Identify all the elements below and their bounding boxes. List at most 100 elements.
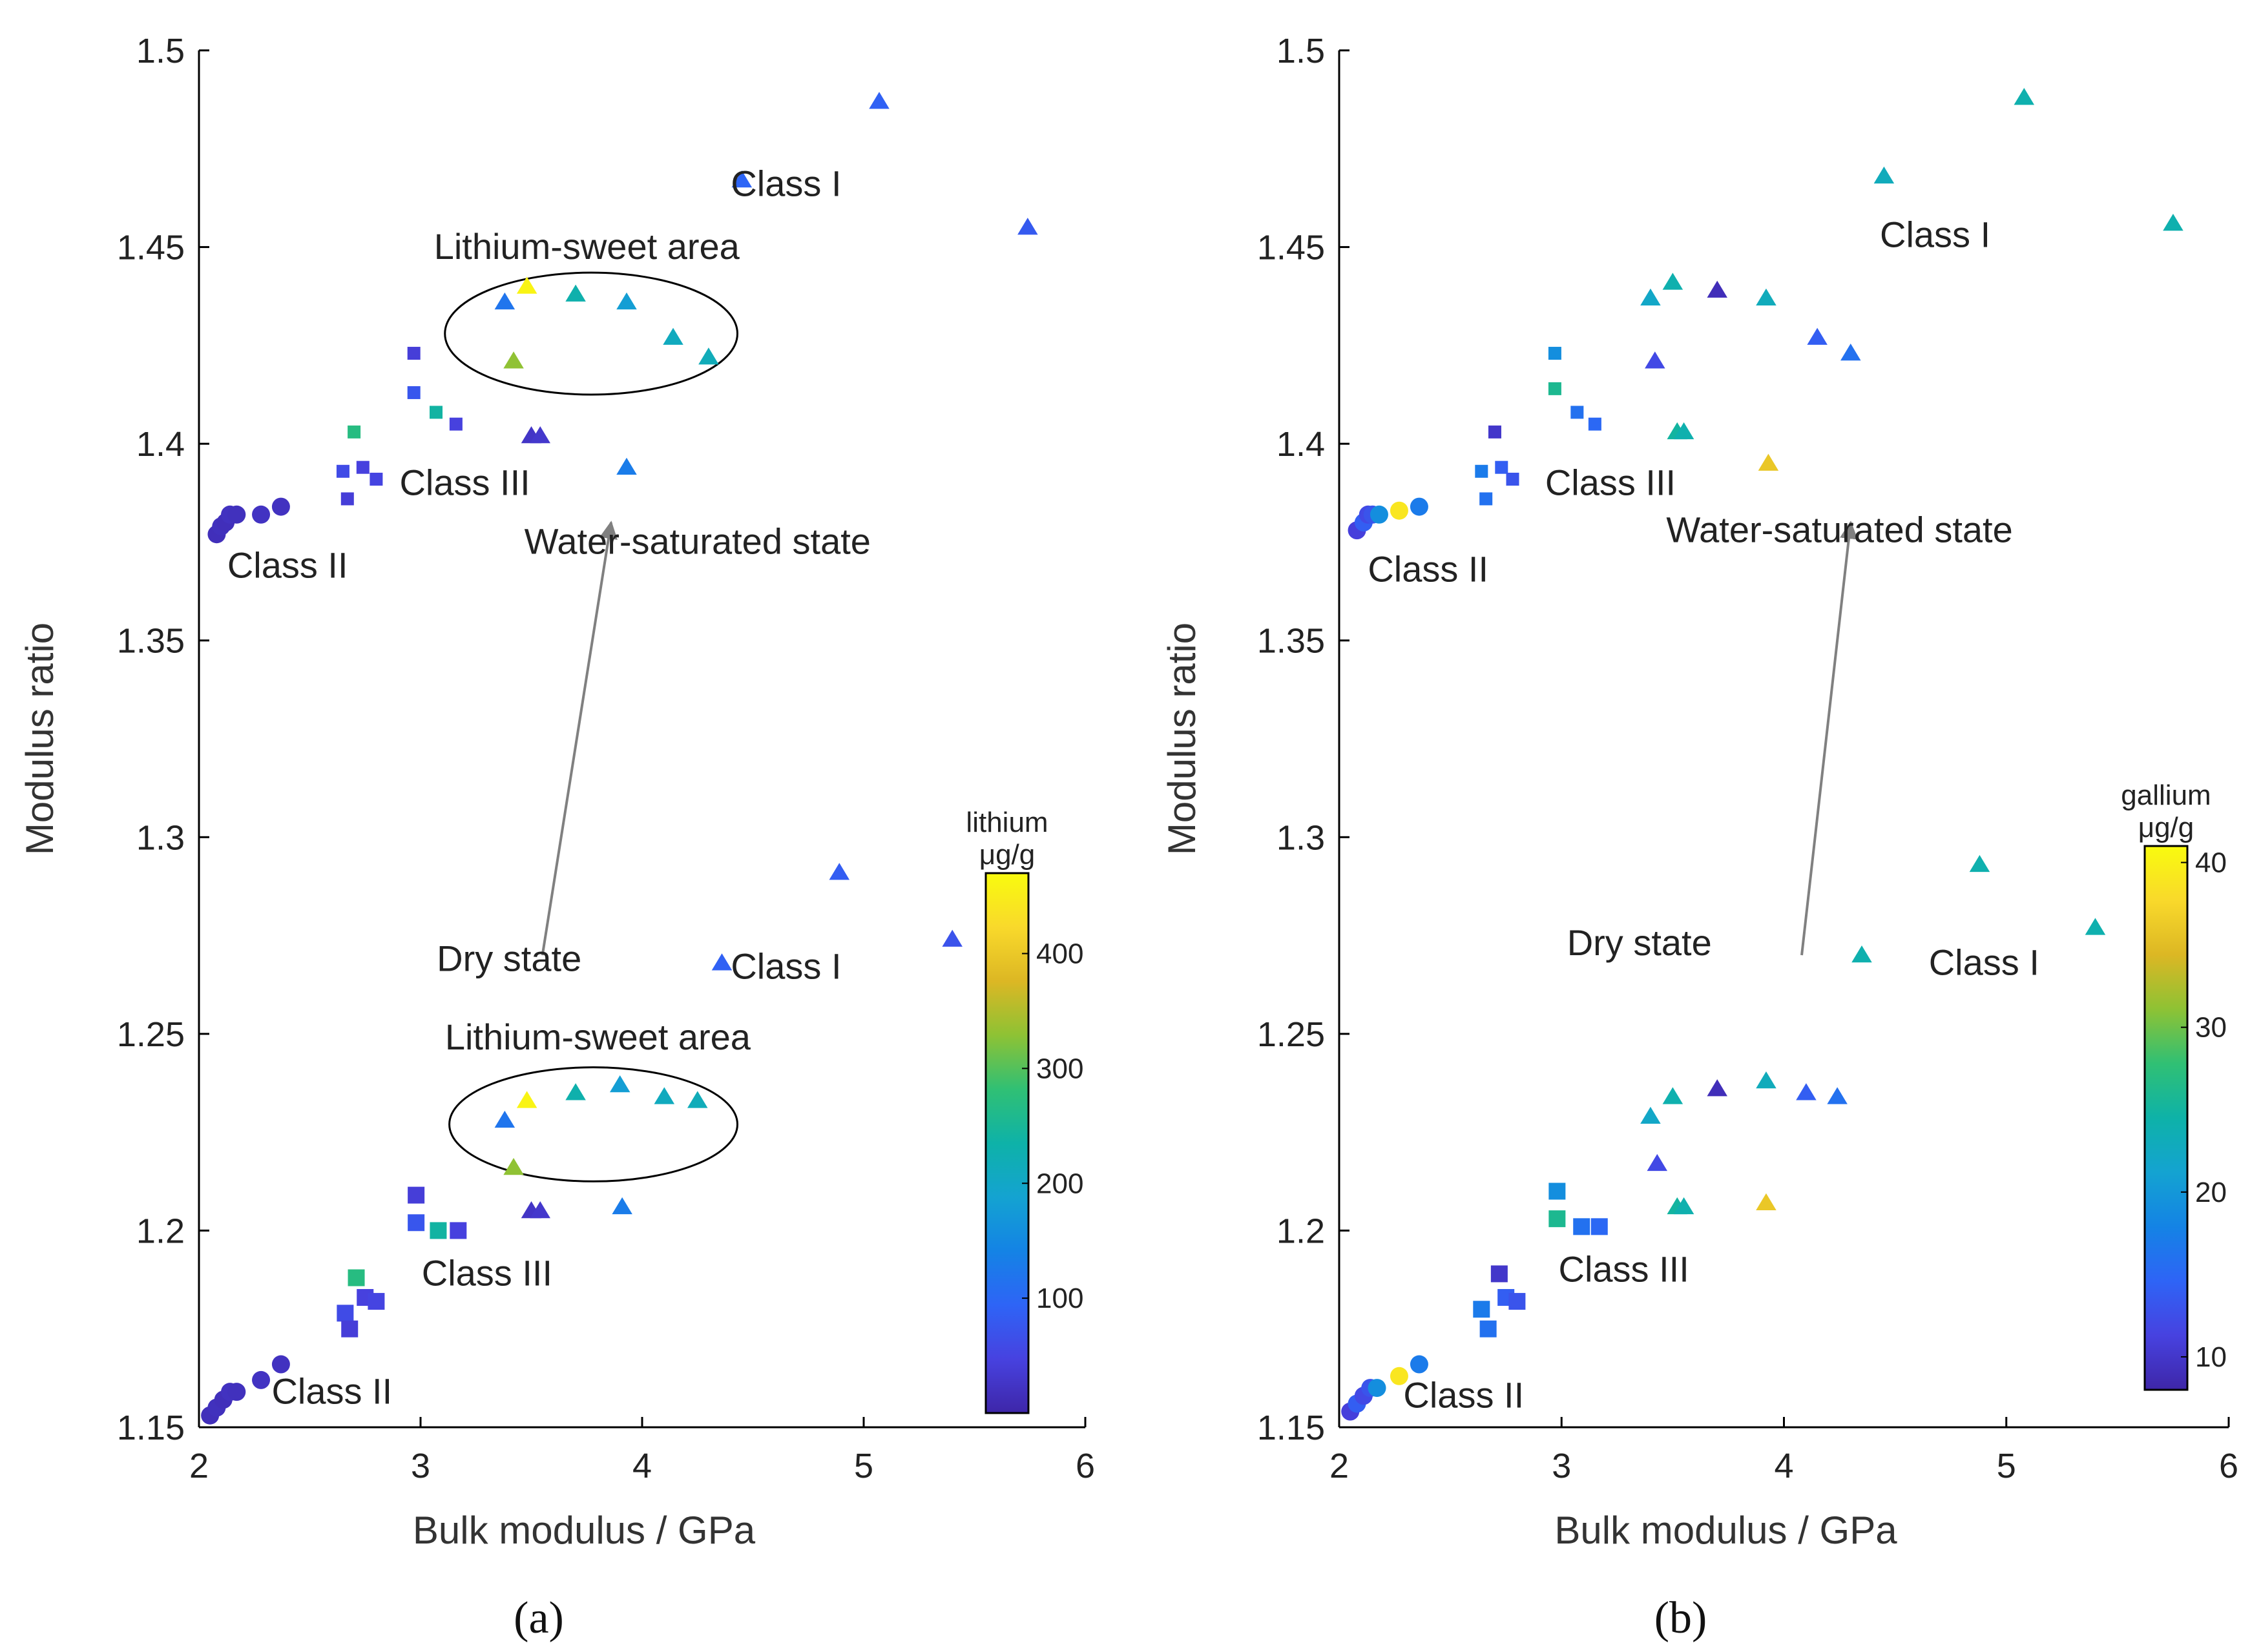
- data-point-triangle: [1756, 1193, 1776, 1211]
- y-tick-label: 1.2: [1276, 1212, 1325, 1250]
- data-point-triangle: [829, 863, 850, 880]
- data-point-square: [1479, 492, 1493, 506]
- annotation-label: Class III: [399, 462, 530, 502]
- data-point-triangle: [663, 327, 683, 345]
- annotation-label: Class I: [1929, 942, 2039, 982]
- data-point-triangle: [1807, 327, 1828, 345]
- colorbar-tick-label: 400: [1036, 938, 1083, 970]
- annotation-label: Class III: [1545, 462, 1676, 502]
- data-point-triangle: [1017, 218, 1038, 235]
- annotation-label: Class II: [1403, 1375, 1524, 1416]
- y-tick-label: 1.35: [117, 622, 185, 661]
- colorbar-tick-label: 40: [2195, 847, 2227, 879]
- data-point-triangle: [2163, 214, 2183, 231]
- data-point-triangle: [687, 1091, 708, 1108]
- data-point-circle: [271, 1355, 290, 1374]
- data-point-circle: [1390, 501, 1408, 520]
- data-point-triangle: [1640, 288, 1661, 306]
- data-point-square: [430, 406, 443, 419]
- data-point-triangle: [616, 457, 637, 475]
- y-tick-label: 1.3: [136, 818, 185, 857]
- data-point-square: [1590, 1218, 1608, 1235]
- data-point-triangle: [1647, 1153, 1668, 1172]
- y-tick-label: 1.4: [136, 425, 185, 464]
- panel-label: (a): [514, 1593, 564, 1643]
- x-tick-label: 5: [1997, 1447, 2016, 1485]
- state-change-arrow: [1800, 521, 1858, 956]
- annotation-label: Dry state: [1567, 922, 1712, 963]
- data-point-triangle: [1827, 1087, 1848, 1104]
- annotation-label: Class II: [1368, 548, 1488, 589]
- y-tick-label: 1.25: [117, 1015, 185, 1054]
- colorbar-title: lithium: [966, 807, 1048, 838]
- y-tick-label: 1.4: [1276, 425, 1325, 464]
- x-tick-label: 4: [632, 1447, 652, 1485]
- data-point-square: [1506, 472, 1519, 486]
- data-point-square: [1473, 1301, 1490, 1318]
- data-point-square: [407, 386, 421, 399]
- data-point-triangle: [609, 1075, 630, 1093]
- data-point-circle: [252, 1370, 271, 1389]
- annotation-label: Water-saturated state: [525, 521, 871, 562]
- panel-label: (b): [1654, 1593, 1707, 1643]
- data-point-square: [1548, 1210, 1566, 1228]
- data-point-triangle: [1840, 344, 1861, 361]
- colorbar-title: gallium: [2121, 780, 2211, 811]
- colorbar-unit: μg/g: [2138, 812, 2194, 843]
- data-point-circle: [1370, 505, 1388, 524]
- annotation-label: Class II: [227, 544, 348, 585]
- x-tick-label: 2: [1329, 1447, 1349, 1485]
- y-tick-label: 1.3: [1276, 818, 1325, 857]
- data-point-circle: [1368, 1379, 1386, 1398]
- y-tick-label: 1.5: [1276, 32, 1325, 70]
- y-tick-label: 1.15: [1257, 1409, 1325, 1447]
- data-point-square: [1588, 417, 1601, 431]
- data-point-circle: [252, 505, 271, 524]
- state-change-arrow: [541, 521, 618, 956]
- data-point-triangle: [1756, 1071, 1776, 1089]
- data-point-square: [1570, 406, 1584, 419]
- data-point-square: [1548, 382, 1561, 395]
- annotation-label: Dry state: [437, 938, 581, 978]
- y-tick-label: 1.25: [1257, 1015, 1325, 1054]
- annotation-label: Class III: [1559, 1249, 1689, 1290]
- data-point-square: [336, 464, 349, 478]
- data-point-square: [408, 1186, 425, 1204]
- data-point-triangle: [2014, 88, 2035, 105]
- data-point-square: [1508, 1293, 1526, 1310]
- annotation-label: Class III: [422, 1253, 552, 1294]
- colorbar: [2143, 845, 2189, 1391]
- y-tick-label: 1.15: [117, 1409, 185, 1447]
- y-tick-label: 1.2: [136, 1212, 185, 1250]
- data-point-square: [370, 472, 383, 486]
- colorbar-unit: μg/g: [979, 839, 1036, 871]
- data-point-square: [1479, 1320, 1497, 1337]
- colorbar-tick-label: 300: [1036, 1053, 1083, 1084]
- data-point-triangle: [1673, 422, 1694, 440]
- data-point-triangle: [654, 1087, 675, 1104]
- data-point-triangle: [1673, 1197, 1694, 1215]
- x-tick-label: 6: [1076, 1447, 1095, 1485]
- colorbar-tick-label: 200: [1036, 1168, 1083, 1199]
- data-point-triangle: [1758, 453, 1779, 471]
- annotation-label: Class I: [731, 946, 841, 987]
- data-point-circle: [227, 505, 246, 524]
- data-point-triangle: [616, 292, 637, 310]
- annotation-label: Class II: [271, 1370, 392, 1411]
- annotation-label: Water-saturated state: [1666, 509, 2012, 550]
- y-tick-label: 1.35: [1257, 622, 1325, 661]
- y-tick-label: 1.45: [117, 229, 185, 267]
- data-point-triangle: [1662, 273, 1683, 290]
- data-point-triangle: [942, 929, 963, 947]
- data-point-triangle: [711, 953, 733, 971]
- data-point-triangle: [1640, 1106, 1661, 1124]
- data-point-triangle: [612, 1197, 632, 1215]
- annotation-label: Lithium-sweet area: [434, 226, 740, 267]
- data-point-triangle: [494, 292, 516, 310]
- data-point-square: [407, 347, 421, 360]
- data-point-square: [368, 1293, 385, 1310]
- data-point-square: [408, 1214, 425, 1232]
- data-point-triangle: [2085, 918, 2106, 935]
- data-point-square: [340, 492, 354, 506]
